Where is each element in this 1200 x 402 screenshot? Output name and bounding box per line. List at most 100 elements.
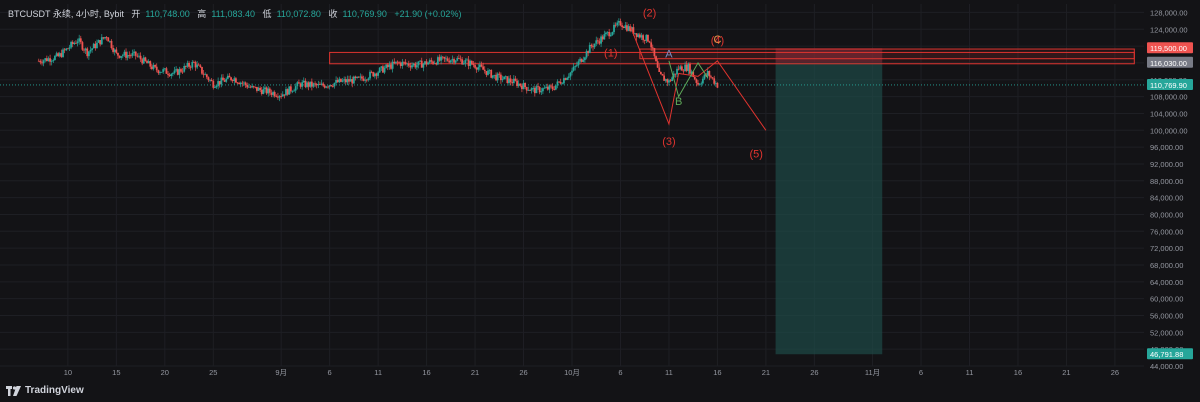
candle-body	[285, 89, 287, 96]
candle-body	[296, 82, 299, 87]
candle-body	[394, 61, 397, 63]
candle	[414, 61, 417, 69]
candle-body	[304, 80, 307, 87]
candle	[310, 78, 313, 91]
candle	[386, 63, 389, 71]
candle-body	[466, 59, 468, 61]
x-tick-label: 26	[1111, 368, 1119, 377]
candle-body	[207, 77, 210, 81]
candle-body	[239, 82, 242, 85]
candle-body	[377, 72, 380, 76]
candle-body	[567, 76, 570, 78]
candle-body	[257, 87, 260, 91]
candle	[698, 83, 701, 86]
candle	[530, 87, 533, 94]
candle-body	[584, 57, 586, 61]
candle-body	[176, 69, 179, 75]
candle-body	[422, 63, 425, 68]
candle-body	[71, 41, 74, 45]
candle-body	[668, 80, 670, 83]
y-axis[interactable]: 44,000.0048,000.0052,000.0056,000.0060,0…	[1147, 8, 1193, 371]
candle-body	[104, 37, 106, 39]
candle	[45, 55, 48, 62]
candle-body	[635, 33, 638, 37]
candle-body	[693, 77, 696, 80]
candle-body	[558, 81, 560, 83]
price-label: 116,030.00	[1147, 56, 1193, 68]
candle-body	[385, 64, 388, 68]
candle-body	[340, 78, 342, 82]
candle	[388, 61, 391, 70]
candle-body	[372, 72, 375, 77]
candle	[112, 45, 115, 54]
candle-body	[393, 61, 396, 63]
candle-body	[204, 74, 207, 76]
candle	[506, 76, 509, 84]
candle-body	[477, 67, 480, 70]
candle-body	[367, 78, 370, 81]
candle	[94, 41, 97, 51]
candle-body	[105, 37, 108, 38]
candle	[475, 66, 478, 73]
candle	[178, 66, 181, 79]
y-tick-label: 72,000.00	[1150, 244, 1183, 253]
wave-label: (5)	[749, 149, 762, 161]
candle-body	[214, 87, 216, 89]
candle-body	[600, 36, 602, 44]
candle-body	[84, 48, 87, 51]
candle-body	[344, 79, 347, 83]
candle-body	[698, 84, 701, 86]
candle	[519, 83, 522, 88]
candle-body	[682, 70, 685, 72]
candle	[605, 31, 607, 37]
y-tick-label: 104,000.00	[1150, 109, 1188, 118]
candle	[58, 51, 61, 58]
candle-body	[241, 82, 244, 84]
price-label-bg	[1147, 42, 1193, 54]
candle	[579, 57, 581, 64]
tradingview-logo[interactable]: TradingView	[6, 385, 84, 396]
candle-body	[194, 62, 197, 68]
candle	[299, 82, 302, 89]
y-tick-label: 128,000.00	[1150, 8, 1188, 17]
candle	[448, 57, 451, 64]
candle-body	[703, 74, 706, 79]
candle	[643, 39, 646, 45]
candle	[401, 58, 404, 69]
candle-body	[651, 47, 654, 49]
candle	[516, 78, 518, 88]
candle	[472, 60, 475, 68]
candle	[603, 30, 606, 40]
candle	[671, 76, 674, 82]
candle-body	[192, 61, 195, 63]
candle	[123, 49, 126, 57]
candle	[558, 81, 560, 83]
candle	[356, 76, 358, 79]
candle-body	[419, 60, 422, 62]
candle	[286, 88, 289, 96]
candle-body	[445, 58, 447, 60]
candle	[84, 47, 87, 54]
candle-body	[136, 55, 139, 57]
y-tick-label: 100,000.00	[1150, 126, 1188, 135]
candle-body	[75, 42, 77, 44]
candle-body	[564, 78, 567, 80]
candle-body	[183, 65, 186, 72]
candle	[352, 75, 355, 84]
candle	[582, 56, 585, 63]
candle	[642, 33, 644, 43]
candle	[419, 60, 422, 62]
candle-body	[307, 82, 310, 87]
candle-body	[278, 96, 281, 98]
x-axis[interactable]: 10 15 20 25 9月 6 11 16 21 26 10月 6 11 16 21 26 11月 6 11 16 2…	[64, 368, 1119, 377]
candle	[138, 52, 140, 58]
candle-body	[462, 63, 465, 65]
candle	[409, 62, 412, 71]
candle	[606, 31, 609, 36]
candle-body	[338, 78, 341, 83]
symbol-title[interactable]: BTCUSDT 永续, 4小时, Bybit	[8, 9, 124, 19]
candle	[125, 48, 127, 61]
candle	[445, 55, 447, 63]
